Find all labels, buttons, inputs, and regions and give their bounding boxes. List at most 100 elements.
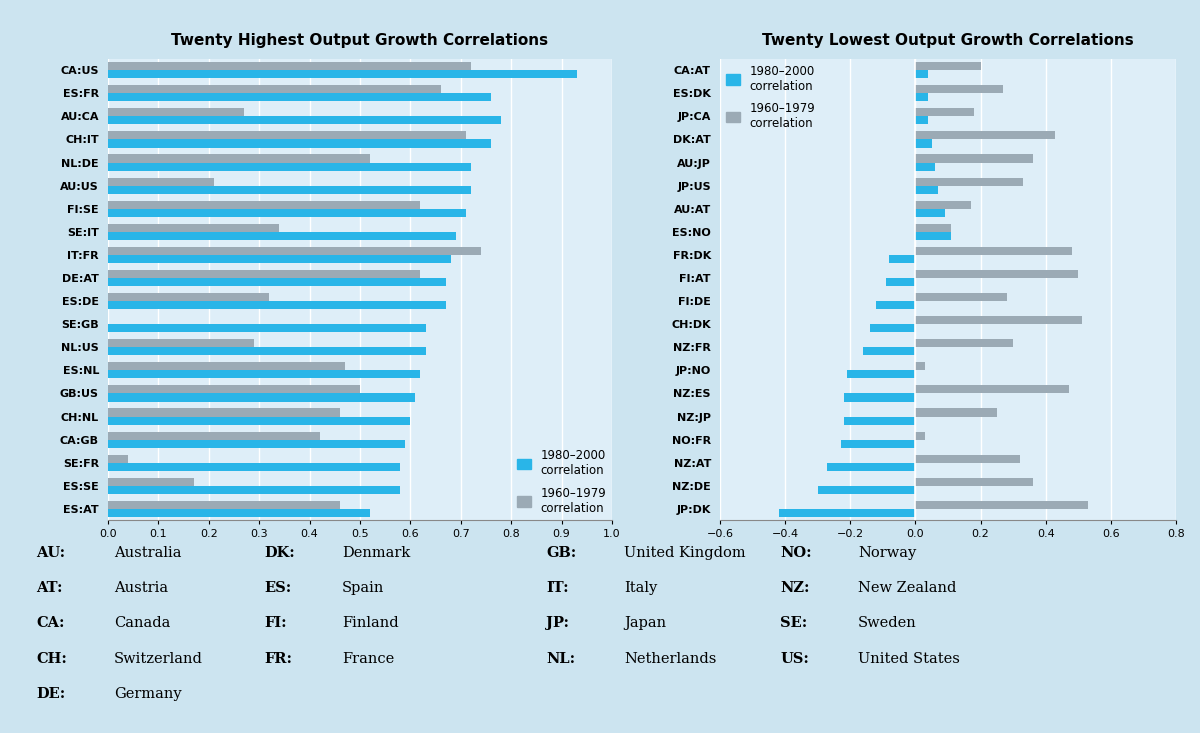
Bar <box>108 209 466 217</box>
Text: CA:: CA: <box>36 616 65 630</box>
Text: SE:: SE: <box>780 616 808 630</box>
Text: IT:: IT: <box>546 581 569 595</box>
Text: FR:: FR: <box>264 652 292 666</box>
Bar <box>840 440 916 448</box>
Title: Twenty Lowest Output Growth Correlations: Twenty Lowest Output Growth Correlations <box>762 33 1134 48</box>
Bar <box>916 454 1020 463</box>
Bar <box>108 324 426 332</box>
Bar <box>916 85 1003 93</box>
Bar <box>108 293 269 301</box>
Legend: 1980–2000
correlation, 1960–1979
correlation: 1980–2000 correlation, 1960–1979 correla… <box>517 449 606 515</box>
Text: Finland: Finland <box>342 616 398 630</box>
Bar <box>844 394 916 402</box>
Text: Germany: Germany <box>114 687 181 701</box>
Text: Austria: Austria <box>114 581 168 595</box>
Bar <box>108 440 406 448</box>
Bar <box>779 509 916 517</box>
Bar <box>108 93 491 101</box>
Text: Switzerland: Switzerland <box>114 652 203 666</box>
Bar <box>108 347 426 356</box>
Text: NL:: NL: <box>546 652 575 666</box>
Bar <box>108 62 470 70</box>
Bar <box>108 139 491 147</box>
Bar <box>108 278 445 286</box>
Bar <box>108 301 445 309</box>
Bar <box>916 139 931 147</box>
Bar <box>916 201 971 209</box>
Bar <box>916 501 1088 509</box>
Title: Twenty Highest Output Growth Correlations: Twenty Highest Output Growth Correlation… <box>172 33 548 48</box>
Bar <box>828 463 916 471</box>
Text: Denmark: Denmark <box>342 546 410 560</box>
Bar <box>916 62 980 70</box>
Text: US:: US: <box>780 652 809 666</box>
Bar <box>108 232 456 240</box>
Bar <box>108 394 415 402</box>
Bar <box>916 117 929 125</box>
Text: JP:: JP: <box>546 616 569 630</box>
Text: United States: United States <box>858 652 960 666</box>
Bar <box>108 163 470 171</box>
Bar <box>108 509 370 517</box>
Bar <box>916 232 952 240</box>
Bar <box>108 224 280 232</box>
Bar <box>108 478 193 486</box>
Bar <box>916 478 1033 486</box>
Bar <box>108 432 319 440</box>
Bar <box>876 301 916 309</box>
Bar <box>916 224 952 232</box>
Text: United Kingdom: United Kingdom <box>624 546 745 560</box>
Bar <box>108 408 340 416</box>
Bar <box>916 339 1013 347</box>
Text: Australia: Australia <box>114 546 181 560</box>
Bar <box>916 362 925 370</box>
Bar <box>916 131 1056 139</box>
Bar <box>916 70 929 78</box>
Bar <box>108 117 502 125</box>
Text: FI:: FI: <box>264 616 287 630</box>
Bar <box>108 247 481 255</box>
Text: Japan: Japan <box>624 616 666 630</box>
Text: GB:: GB: <box>546 546 576 560</box>
Text: Spain: Spain <box>342 581 384 595</box>
Bar <box>863 347 916 356</box>
Text: France: France <box>342 652 395 666</box>
Bar <box>108 339 254 347</box>
Bar <box>916 209 944 217</box>
Bar <box>108 85 440 93</box>
Text: AU:: AU: <box>36 546 65 560</box>
Bar <box>108 201 420 209</box>
Bar <box>916 247 1072 255</box>
Bar <box>916 185 938 194</box>
Bar <box>847 370 916 378</box>
Bar <box>108 370 420 378</box>
Bar <box>108 501 340 509</box>
Text: NZ:: NZ: <box>780 581 810 595</box>
Bar <box>916 316 1081 324</box>
Text: Canada: Canada <box>114 616 170 630</box>
Bar <box>916 293 1007 301</box>
Bar <box>916 155 1033 163</box>
Bar <box>108 131 466 139</box>
Bar <box>108 177 214 185</box>
Text: CH:: CH: <box>36 652 67 666</box>
Bar <box>916 386 1068 394</box>
Bar <box>886 278 916 286</box>
Text: NO:: NO: <box>780 546 811 560</box>
Bar <box>108 463 401 471</box>
Bar <box>108 416 410 424</box>
Bar <box>916 432 925 440</box>
Bar <box>916 177 1022 185</box>
Bar <box>108 454 128 463</box>
Bar <box>916 270 1079 278</box>
Bar <box>870 324 916 332</box>
Bar <box>108 386 360 394</box>
Text: Sweden: Sweden <box>858 616 917 630</box>
Bar <box>108 255 451 263</box>
Bar <box>108 486 401 494</box>
Bar <box>844 416 916 424</box>
Bar <box>916 163 935 171</box>
Text: New Zealand: New Zealand <box>858 581 956 595</box>
Bar <box>108 362 344 370</box>
Bar <box>108 108 244 117</box>
